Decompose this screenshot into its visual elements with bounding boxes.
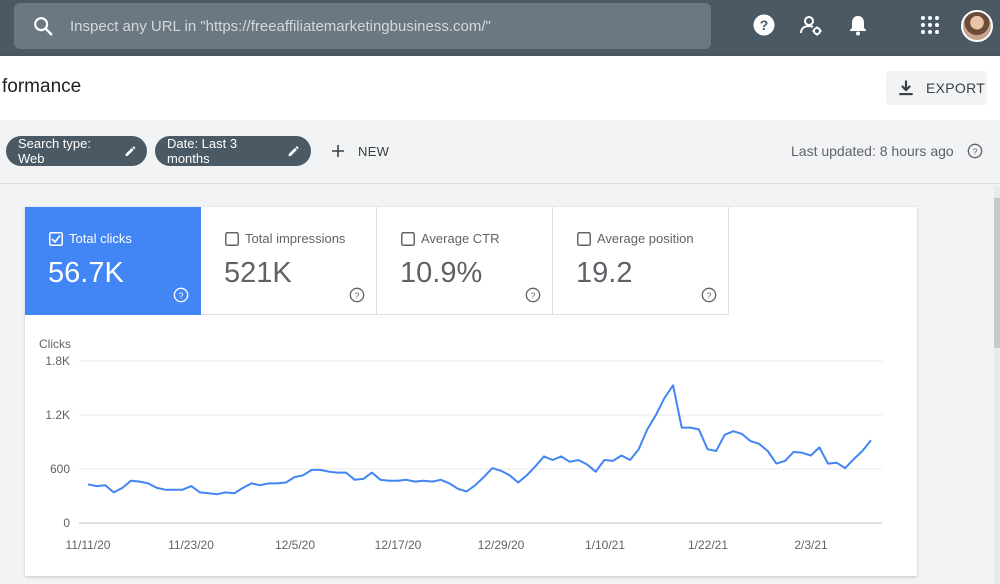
metric-label-text: Average position <box>597 231 694 246</box>
x-tick-label: 12/17/20 <box>375 538 422 552</box>
svg-text:?: ? <box>179 290 184 300</box>
export-button[interactable]: EXPORT <box>886 71 987 105</box>
download-icon <box>899 80 913 96</box>
scrollbar[interactable] <box>994 186 1000 584</box>
x-tick-label: 2/3/21 <box>794 538 828 552</box>
svg-text:?: ? <box>760 17 769 33</box>
url-inspect-search[interactable] <box>14 3 711 49</box>
metric-label-text: Total clicks <box>69 231 132 246</box>
x-tick-label: 12/29/20 <box>478 538 525 552</box>
metric-value: 56.7K <box>48 257 124 289</box>
svg-text:?: ? <box>973 146 978 156</box>
top-app-bar: ? <box>0 0 1000 56</box>
chart-grid <box>79 360 882 524</box>
chip-label: Date: Last 3 months <box>167 136 238 166</box>
last-updated-text: Last updated: 8 hours ago <box>791 143 954 159</box>
metric-label: Average position <box>577 231 694 246</box>
page-header: formance EXPORT <box>0 56 1000 120</box>
help-outline-icon[interactable]: ? <box>173 287 189 303</box>
help-outline-icon[interactable]: ? <box>701 287 717 303</box>
bell-icon[interactable] <box>846 13 870 37</box>
x-axis-ticks: 11/11/20 11/23/20 12/5/20 12/17/20 12/29/20 1… <box>66 538 828 552</box>
checkbox-icon[interactable] <box>401 231 415 246</box>
metric-value: 10.9% <box>400 257 483 289</box>
metric-value: 521K <box>224 257 292 289</box>
apps-grid-icon[interactable] <box>918 13 942 37</box>
search-input[interactable] <box>70 3 690 49</box>
x-tick-label: 1/10/21 <box>585 538 625 552</box>
search-type-chip[interactable]: Search type: Web <box>6 136 147 166</box>
y-axis-ticks: 0 600 1.2K 1.8K <box>45 354 70 530</box>
export-label: EXPORT <box>926 80 986 96</box>
metric-label: Average CTR <box>401 231 500 246</box>
metric-value: 19.2 <box>576 257 633 289</box>
checkbox-icon[interactable] <box>225 231 239 246</box>
x-tick-label: 12/5/20 <box>275 538 315 552</box>
pencil-icon <box>289 146 299 157</box>
filter-bar: Search type: Web Date: Last 3 months NEW… <box>0 120 1000 184</box>
clicks-line-chart: Clicks 0 600 1.2K 1.8K 11/11/20 11/23/20 12/5… <box>39 337 882 552</box>
y-tick-label: 1.8K <box>45 354 70 368</box>
y-axis-label: Clicks <box>39 337 71 351</box>
chip-label: Search type: Web <box>18 136 91 166</box>
search-icon[interactable] <box>32 15 54 37</box>
help-outline-icon[interactable]: ? <box>349 287 365 303</box>
svg-text:?: ? <box>355 290 360 300</box>
help-icon[interactable]: ? <box>752 13 776 37</box>
x-tick-label: 11/11/20 <box>66 538 111 552</box>
checkbox-icon[interactable] <box>49 231 63 246</box>
svg-text:?: ? <box>531 290 536 300</box>
performance-card: Total clicks 56.7K ? Total impressions 5… <box>25 207 917 576</box>
help-outline-icon[interactable]: ? <box>967 143 983 159</box>
x-tick-label: 11/23/20 <box>168 538 214 552</box>
avatar[interactable] <box>961 10 993 42</box>
svg-text:?: ? <box>707 290 712 300</box>
new-label: NEW <box>358 143 390 159</box>
y-tick-label: 0 <box>63 516 70 530</box>
pencil-icon <box>125 146 135 156</box>
date-range-chip[interactable]: Date: Last 3 months <box>155 136 311 166</box>
admin-icon[interactable] <box>799 13 823 37</box>
plus-icon <box>332 145 344 157</box>
metric-label: Total clicks <box>49 231 132 246</box>
metric-label: Total impressions <box>225 231 345 246</box>
metric-label-text: Average CTR <box>421 231 500 246</box>
metric-total-clicks[interactable]: Total clicks 56.7K ? <box>25 207 201 315</box>
y-tick-label: 600 <box>50 462 70 476</box>
metric-total-impressions[interactable]: Total impressions 521K ? <box>201 207 377 315</box>
metric-average-ctr[interactable]: Average CTR 10.9% ? <box>377 207 553 315</box>
scrollbar-thumb[interactable] <box>994 198 1000 348</box>
series-line-total-clicks <box>87 384 872 496</box>
help-outline-icon[interactable]: ? <box>525 287 541 303</box>
x-tick-label: 1/22/21 <box>688 538 728 552</box>
checkbox-icon[interactable] <box>577 231 591 246</box>
page-title: formance <box>2 76 82 97</box>
metric-average-position[interactable]: Average position 19.2 ? <box>553 207 729 315</box>
new-filter-button[interactable]: NEW <box>330 138 389 164</box>
metric-label-text: Total impressions <box>245 231 346 246</box>
y-tick-label: 1.2K <box>45 408 70 422</box>
